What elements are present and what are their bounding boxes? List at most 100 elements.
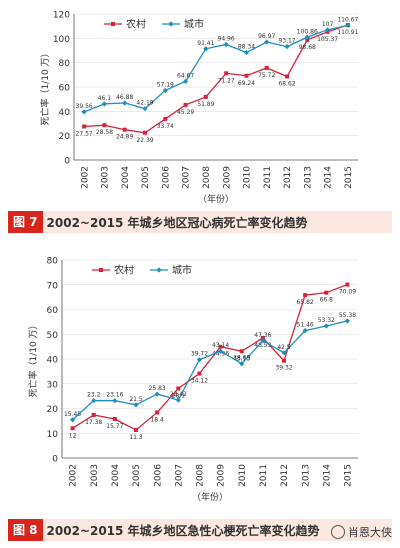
chart-2-series-line-urban — [72, 320, 348, 421]
chart-2-y-tick-label: 80 — [47, 257, 59, 267]
chart-2-caption: 图 8 2002~2015 年城乡地区急性心梗死亡率变化趋势 — [8, 519, 392, 541]
chart-2-x-tick-label: 2007 — [174, 464, 184, 487]
chart-1-data-label: 94.96 — [218, 35, 235, 42]
chart-1-data-label: 69.24 — [238, 80, 255, 87]
chart-1-point-urban — [162, 87, 168, 94]
chart-1-data-label: 46.1 — [98, 95, 112, 102]
chart-2-x-tick-label: 2013 — [301, 464, 311, 487]
chart-1-point-urban — [101, 101, 108, 107]
chart-1-point-rural — [163, 116, 168, 121]
chart-2-data-label: 44.96 — [212, 351, 229, 358]
chart-1-data-label: 24.89 — [116, 134, 133, 141]
chart-1-point-urban — [243, 49, 250, 56]
chart-2-point-urban — [281, 350, 287, 356]
chart-1-data-label: 68.62 — [278, 81, 295, 88]
chart-2-point-rural — [303, 293, 308, 298]
chart-2-y-tick-label: 40 — [47, 356, 59, 366]
chart-1-point-rural — [82, 124, 87, 129]
chart-2-point-urban — [196, 357, 203, 363]
chart-1-data-label: 107 — [322, 21, 334, 28]
chart-2-point-rural — [134, 428, 138, 433]
chart-1-point-rural — [183, 102, 188, 107]
chart-1-data-label: 110.91 — [337, 29, 358, 36]
chart-2-y-tick-label: 70 — [47, 281, 59, 291]
chart-2-data-label: 15.77 — [106, 423, 123, 430]
chart-2-x-tick-label: 2004 — [111, 464, 121, 487]
chart-2-legend-marker — [156, 267, 162, 273]
chart-2-data-label: 17.38 — [85, 419, 102, 426]
chart-2-data-label: 70.09 — [339, 289, 356, 296]
watermark: 肖恩大侠 — [331, 524, 392, 540]
chart-1-data-label: 98.68 — [299, 44, 316, 51]
chart-2-point-rural — [239, 349, 244, 354]
chart-2-data-label: 23.16 — [106, 392, 123, 399]
chart-1-caption-number: 图 7 — [8, 211, 43, 233]
chart-2-y-tick-label: 10 — [47, 430, 59, 440]
chart-2-point-rural — [176, 386, 181, 391]
chart-1-data-label: 110.67 — [337, 16, 358, 23]
chart-2-x-tick-label: 2015 — [344, 464, 354, 487]
chart-2-point-urban — [133, 402, 139, 408]
chart-1-point-urban — [203, 46, 209, 52]
chart-1-data-label: 28.58 — [96, 129, 113, 136]
chart-1-legend-label: 农村 — [126, 18, 146, 31]
chart-1-data-label: 42.19 — [136, 100, 153, 107]
chart-1-point-rural — [224, 71, 229, 76]
chart-1-point-urban — [122, 100, 128, 106]
chart-2-data-label: 53.32 — [318, 317, 335, 324]
wechat-icon — [331, 525, 345, 539]
chart-1-data-label: 45.29 — [177, 109, 194, 116]
chart-2-x-axis-label: （年份） — [192, 491, 228, 503]
chart-1-x-tick-label: 2006 — [161, 166, 171, 189]
chart-1-point-rural — [264, 65, 269, 70]
chart-1-x-tick-label: 2010 — [243, 166, 253, 189]
chart-1-data-label: 57.19 — [157, 81, 174, 88]
chart-2-data-label: 43.13 — [233, 355, 250, 362]
chart-2-data-label: 28.1 — [172, 392, 186, 399]
chart-2-data-label: 12 — [69, 432, 77, 439]
chart-2-data-label: 23.2 — [87, 392, 101, 399]
chart-1-point-urban — [142, 106, 148, 112]
chart-1-legend-label: 城市 — [184, 18, 204, 31]
chart-1-legend-marker — [168, 21, 174, 27]
chart-2-point-rural — [155, 410, 160, 415]
chart-1-data-label: 91.41 — [197, 40, 214, 47]
chart-2-x-tick-label: 2012 — [280, 464, 290, 487]
chart-1-legend-marker — [111, 22, 115, 26]
chart-2-point-rural — [260, 335, 265, 340]
chart-1-point-urban — [264, 39, 270, 45]
chart-2-data-label: 66.8 — [320, 297, 334, 304]
chart-1-point-urban — [81, 109, 87, 115]
chart-2-data-label: 21.5 — [129, 396, 143, 403]
chart-1-x-tick-label: 2007 — [182, 166, 192, 189]
chart-2-data-label: 39.32 — [275, 365, 292, 372]
chart-1-data-label: 105.37 — [317, 36, 338, 43]
chart-1-caption: 图 7 2002~2015 年城乡地区冠心病死亡率变化趋势 — [8, 211, 392, 233]
chart-1-data-label: 51.89 — [197, 101, 214, 108]
chart-1-x-tick-label: 2014 — [324, 166, 334, 189]
chart-1-y-tick-label: 20 — [59, 132, 71, 142]
chart-2-caption-number: 图 8 — [8, 519, 43, 541]
chart-1-y-tick-label: 40 — [59, 108, 71, 118]
chart-1-series-line-rural — [84, 24, 349, 134]
chart-1-point-urban — [345, 22, 351, 28]
chart-2-point-urban — [260, 338, 266, 344]
chart-2-legend-label: 城市 — [172, 264, 192, 277]
chart-1-point-rural — [102, 123, 107, 128]
chart-1-y-tick-label: 60 — [59, 84, 71, 94]
chart-2-x-tick-label: 2011 — [259, 464, 269, 487]
chart-2-point-rural — [345, 282, 350, 287]
chart-2-point-urban — [344, 318, 351, 324]
chart-2-data-label: 65.82 — [297, 299, 314, 306]
chart-2-point-rural — [112, 416, 117, 421]
chart-1-point-urban — [304, 34, 310, 40]
chart-1-series-line-urban — [83, 24, 348, 113]
chart-2-point-rural — [91, 412, 96, 417]
chart-2-point-rural — [197, 371, 202, 376]
chart-2-point-rural — [70, 426, 75, 431]
chart-1-x-tick-label: 2008 — [202, 166, 212, 189]
chart-2-data-label: 18.4 — [150, 416, 164, 423]
chart-1-data-label: 96.97 — [258, 33, 275, 40]
chart-2-data-label: 34.12 — [191, 378, 208, 385]
chart-1-caption-text: 2002~2015 年城乡地区冠心病死亡率变化趋势 — [46, 215, 308, 230]
